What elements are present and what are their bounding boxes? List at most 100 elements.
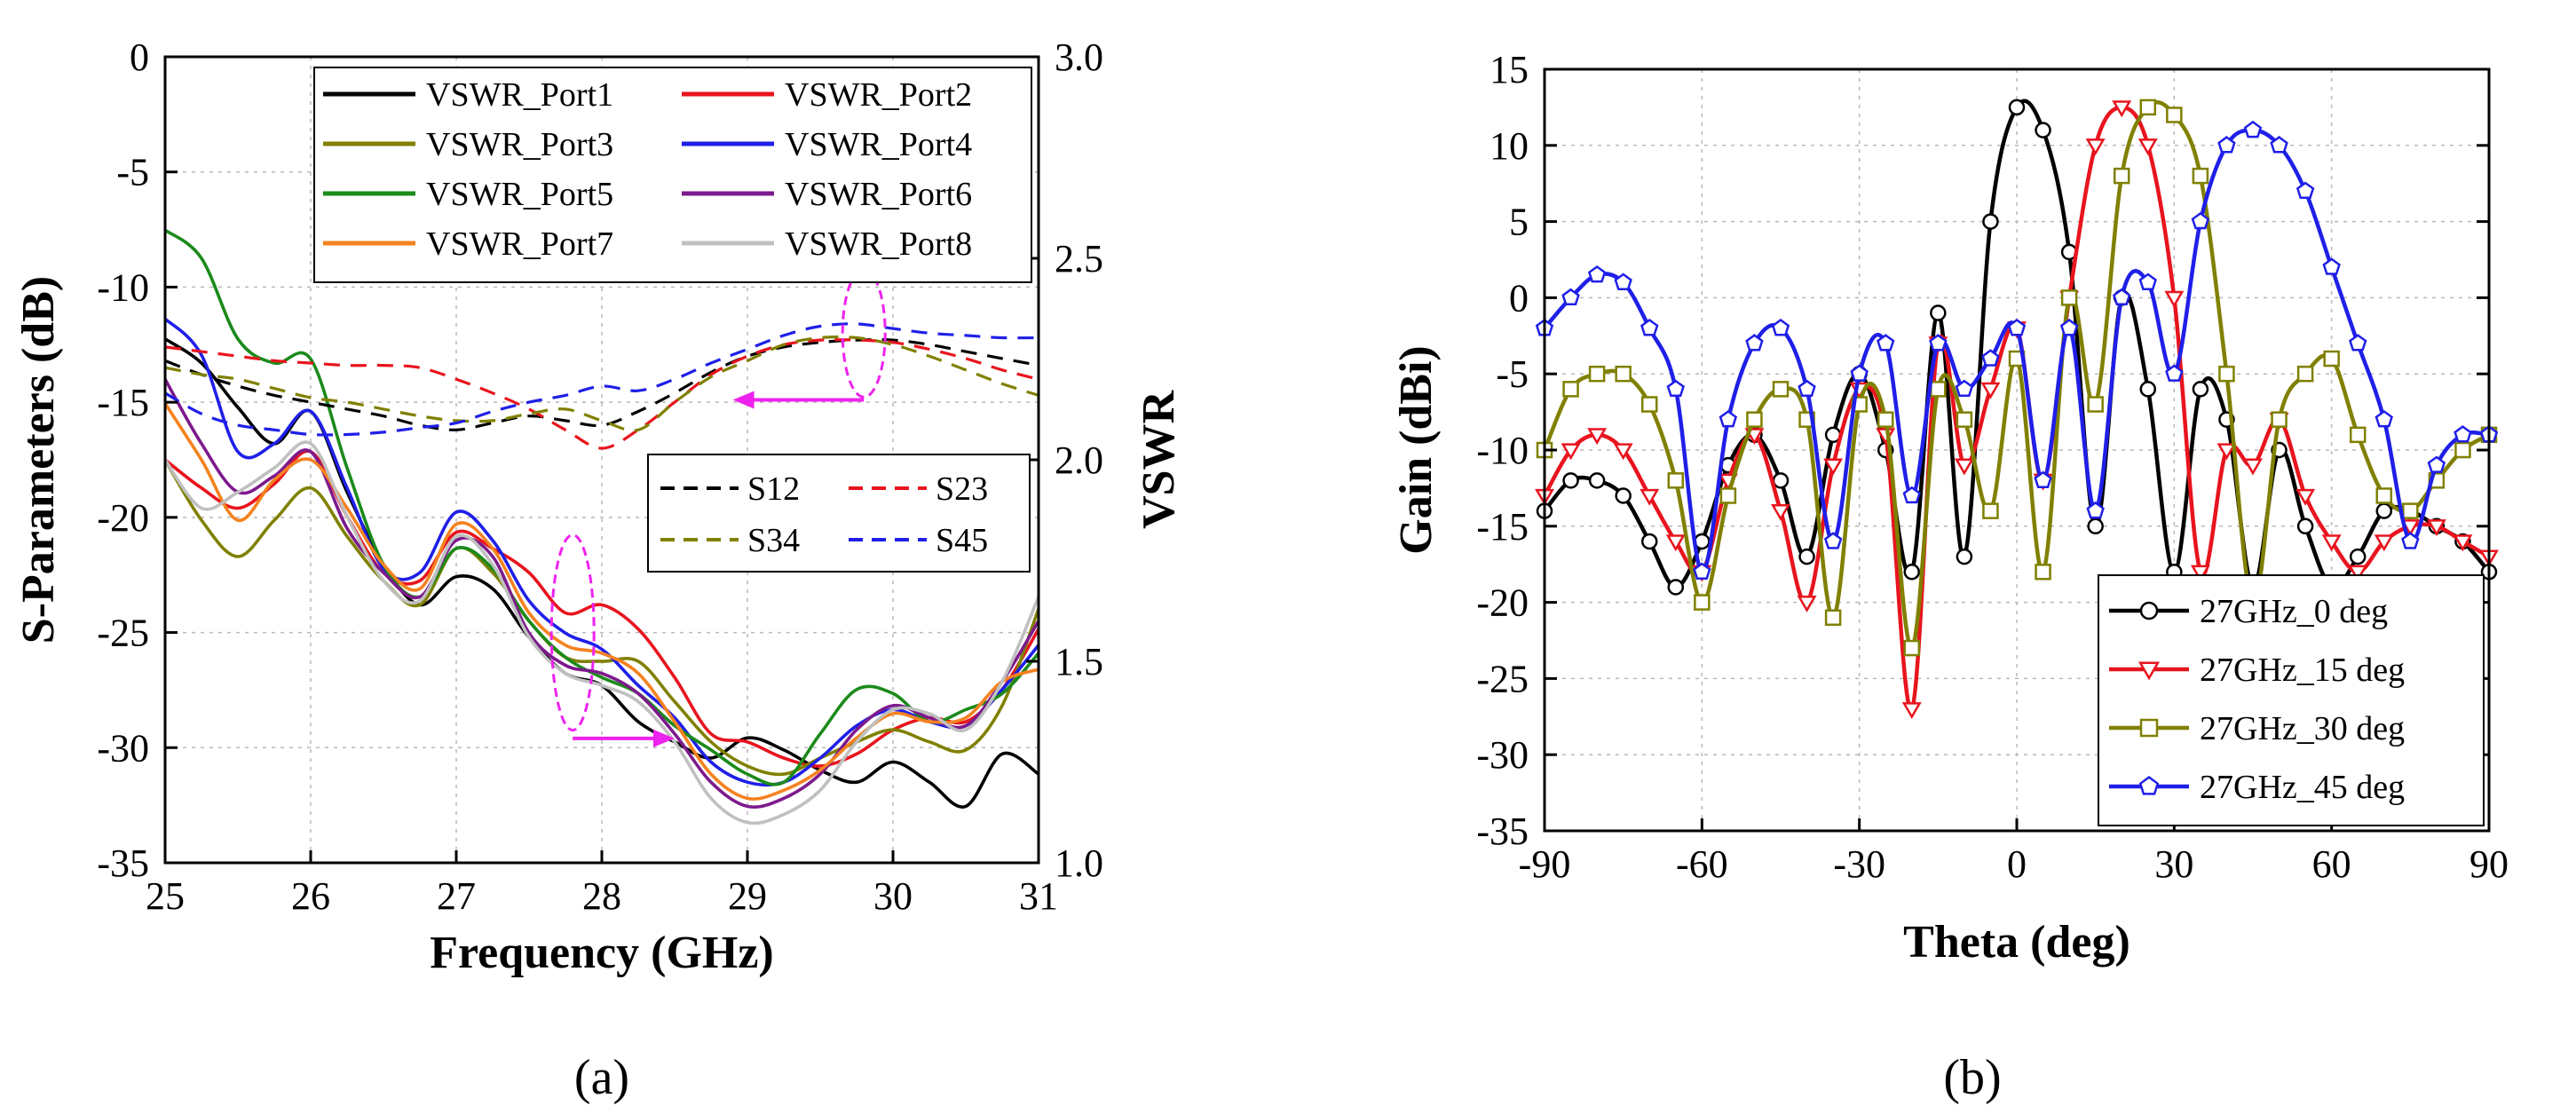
chart-b-point-27ghz-15-deg bbox=[2137, 138, 2158, 156]
chart-a-y2-tick-label: 3.0 bbox=[1055, 36, 1103, 79]
chart-b-series-27ghz-45-deg bbox=[1535, 120, 2499, 580]
chart-b-point-27ghz-0-deg bbox=[1772, 472, 1790, 489]
chart-b-point-27ghz-45-deg bbox=[2243, 120, 2263, 138]
chart-b-legend-label-27ghz-15-deg: 27GHz_15 deg bbox=[2200, 652, 2405, 689]
chart-a-legend-label-s12: S12 bbox=[747, 470, 800, 508]
chart-b-point-27ghz-45-deg bbox=[1719, 409, 1738, 428]
chart-b-point-27ghz-30-deg bbox=[1640, 396, 1658, 413]
chart-a-legend-label-s45: S45 bbox=[936, 522, 988, 559]
chart-b-point-27ghz-0-deg bbox=[2349, 548, 2367, 565]
chart-b-point-27ghz-45-deg bbox=[1745, 334, 1764, 352]
chart-b-point-27ghz-15-deg bbox=[1771, 503, 1790, 521]
chart-b-point-27ghz-30-deg bbox=[1824, 609, 1842, 627]
chart-b-point-27ghz-30-deg bbox=[2218, 365, 2235, 383]
chart-a-y-tick-label: -35 bbox=[97, 841, 149, 885]
chart-b-point-27ghz-30-deg bbox=[1772, 381, 1790, 398]
chart-b-point-27ghz-45-deg bbox=[1823, 532, 1843, 549]
chart-a-series-s34 bbox=[164, 335, 1039, 432]
chart-b: -90 -60 -30 0 30 60 90 15 10 5 0 -5 -10 -15 -20 -25 -30 -… bbox=[1391, 48, 2509, 1105]
chart-a-series-group bbox=[163, 228, 1040, 826]
chart-b-point-27ghz-15-deg bbox=[1901, 702, 1922, 720]
chart-a-y-tick-label: -10 bbox=[97, 265, 149, 309]
chart-b-point-27ghz-15-deg bbox=[2348, 565, 2368, 582]
chart-a-legend-label-vswr-port8: VSWR_Port8 bbox=[785, 225, 972, 263]
chart-b-point-27ghz-30-deg bbox=[1562, 381, 1579, 398]
chart-a-legend-label-vswr-port5: VSWR_Port5 bbox=[426, 176, 613, 213]
chart-b-ticks: -90 -60 -30 0 30 60 90 15 10 5 0 -5 -10 -15 -20 -25 -30 -… bbox=[1476, 48, 2509, 886]
chart-b-point-27ghz-30-deg bbox=[1667, 472, 1685, 489]
chart-b-point-27ghz-30-deg bbox=[1877, 411, 1894, 428]
chart-b-legend-label-27ghz-45-deg: 27GHz_45 deg bbox=[2200, 769, 2405, 806]
chart-a-legend-label-vswr-port7: VSWR_Port7 bbox=[426, 225, 613, 263]
chart-b-point-27ghz-45-deg bbox=[1981, 349, 2000, 367]
chart-b-x-tick-label: -90 bbox=[1519, 842, 1571, 886]
chart-b-point-27ghz-15-deg bbox=[2243, 458, 2263, 476]
chart-a-y-axis-title: S-Parameters (dB) bbox=[13, 276, 64, 644]
chart-b-point-27ghz-45-deg bbox=[2007, 318, 2027, 336]
chart-b-point-27ghz-15-deg bbox=[2426, 519, 2446, 537]
chart-b-point-27ghz-45-deg bbox=[2454, 425, 2472, 443]
chart-a-series-vswr-port7 bbox=[163, 402, 1039, 801]
chart-b-legend-marker-27ghz-45-deg bbox=[2138, 776, 2160, 795]
chart-b-point-27ghz-45-deg bbox=[1614, 273, 1632, 290]
chart-b-point-27ghz-0-deg bbox=[2375, 502, 2393, 519]
chart-a-legend-sparams-box bbox=[647, 454, 1031, 573]
chart-b-y-tick-label: -35 bbox=[1476, 810, 1529, 853]
chart-a-y2-tick-label: 1.5 bbox=[1055, 640, 1103, 683]
chart-a-y2-tick-label: 1.0 bbox=[1055, 841, 1103, 885]
chart-b-point-27ghz-0-deg bbox=[2035, 122, 2051, 138]
chart-b-point-27ghz-0-deg bbox=[2192, 381, 2209, 398]
chart-b-point-27ghz-15-deg bbox=[2164, 290, 2185, 308]
chart-b-point-27ghz-45-deg bbox=[1955, 379, 1974, 398]
chart-b-x-tick-label: -60 bbox=[1676, 842, 1728, 886]
chart-a-legend-vswr-box bbox=[313, 67, 1032, 283]
chart-a-y2-axis-title: VSWR bbox=[1134, 390, 1184, 529]
chart-a-series-vswr-port3 bbox=[163, 459, 1040, 777]
chart-b-point-27ghz-0-deg bbox=[2087, 517, 2104, 535]
chart-b-point-27ghz-0-deg bbox=[2008, 99, 2026, 116]
chart-b-point-27ghz-45-deg bbox=[2427, 455, 2446, 473]
chart-b-y-tick-label: 10 bbox=[1489, 124, 1529, 168]
chart-b-point-27ghz-45-deg bbox=[1640, 318, 1659, 336]
chart-b-y-tick-label: 0 bbox=[1509, 276, 1529, 320]
chart-b-x-tick-label: -30 bbox=[1833, 842, 1885, 886]
chart-b-point-27ghz-0-deg bbox=[1956, 548, 1973, 565]
chart-a-y2-tick-label: 2.5 bbox=[1055, 237, 1103, 280]
chart-b-point-27ghz-45-deg bbox=[2322, 257, 2341, 275]
chart-b-point-27ghz-15-deg bbox=[1797, 595, 1817, 612]
chart-b-legend-box bbox=[2098, 574, 2485, 826]
chart-a-legend-label-s34: S34 bbox=[747, 522, 800, 559]
chart-b-point-27ghz-30-deg bbox=[2166, 107, 2183, 123]
chart-b-point-27ghz-30-deg bbox=[1930, 381, 1947, 398]
chart-b-point-27ghz-45-deg bbox=[2059, 318, 2079, 336]
chart-b-point-27ghz-45-deg bbox=[2138, 273, 2157, 290]
chart-a-legend-label-vswr-port4: VSWR_Port4 bbox=[785, 126, 972, 163]
chart-a-series-vswr-port6 bbox=[163, 378, 1040, 809]
chart-b-point-27ghz-15-deg bbox=[2321, 534, 2342, 552]
chart-b-point-27ghz-30-deg bbox=[1588, 365, 1606, 383]
chart-a-series-vswr-port5 bbox=[163, 228, 1040, 786]
chart-b-point-27ghz-0-deg bbox=[1640, 533, 1658, 550]
chart-b-y-tick-label: -15 bbox=[1476, 505, 1529, 549]
chart-a-annotation-arrow-head bbox=[732, 391, 755, 409]
chart-b-point-27ghz-45-deg bbox=[1693, 562, 1711, 580]
chart-a-legend-label-vswr-port6: VSWR_Port6 bbox=[785, 176, 972, 213]
chart-a-y-tick-label: 0 bbox=[130, 36, 149, 79]
chart-b-legend-label-27ghz-0-deg: 27GHz_0 deg bbox=[2200, 593, 2388, 630]
chart-b-legend-label-27ghz-30-deg: 27GHz_30 deg bbox=[2200, 710, 2405, 747]
chart-b-line-27ghz-15-deg bbox=[1543, 105, 2491, 712]
chart-a-x-tick-label: 27 bbox=[437, 874, 476, 918]
chart-b-point-27ghz-30-deg bbox=[2349, 426, 2367, 444]
chart-b-point-27ghz-45-deg bbox=[2113, 288, 2131, 306]
chart-a-x-tick-label: 30 bbox=[873, 874, 913, 918]
chart-b-legend: 27GHz_0 deg 27GHz_15 deg 27GHz_30 deg 27GHz… bbox=[2098, 574, 2485, 826]
chart-b-x-tick-label: 60 bbox=[2312, 842, 2351, 886]
chart-b-point-27ghz-30-deg bbox=[1615, 365, 1632, 383]
chart-b-y-axis-title: Gain (dBi) bbox=[1391, 345, 1442, 555]
chart-b-y-tick-label: 15 bbox=[1489, 48, 1529, 91]
chart-b-point-27ghz-30-deg bbox=[2192, 167, 2209, 185]
chart-a-y-tick-label: -30 bbox=[97, 726, 149, 770]
chart-b-point-27ghz-45-deg bbox=[1666, 379, 1685, 398]
chart-b-point-27ghz-15-deg bbox=[2374, 534, 2394, 552]
chart-b-point-27ghz-30-deg bbox=[2454, 441, 2471, 459]
